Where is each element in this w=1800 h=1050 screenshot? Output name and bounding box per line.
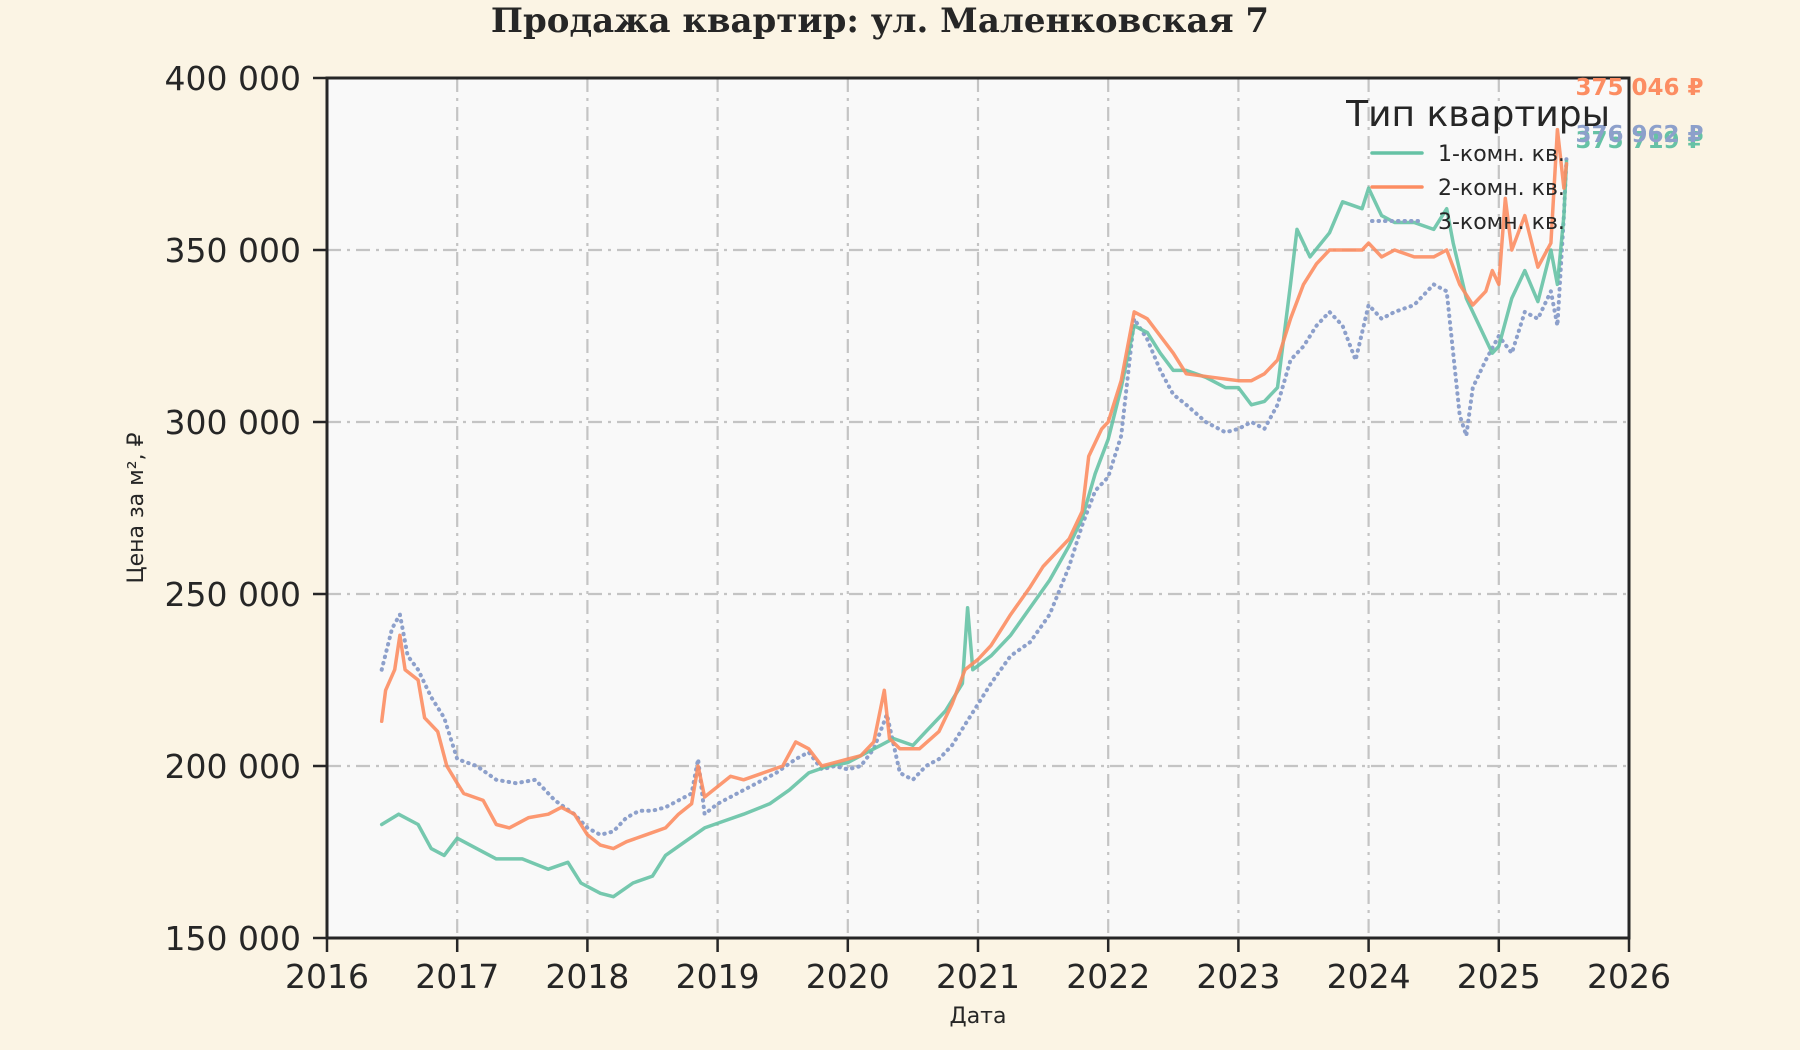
y-tick-label: 350 000 (165, 231, 301, 270)
series-line-2 (379, 127, 1569, 851)
end-value-label-3: 376 962 ₽ (1575, 122, 1703, 148)
x-tick-label: 2020 (806, 957, 890, 996)
x-tick-label: 2022 (1066, 957, 1150, 996)
x-tick-label: 2025 (1457, 957, 1541, 996)
y-tick-label: 300 000 (165, 403, 301, 442)
ticks: 2016 2017 2018 2019 2020 2021 2022 2023 2024 2025… (165, 59, 1671, 996)
legend-label-3: 3-комн. кв. (1438, 210, 1565, 235)
legend-label-1: 1-комн. кв. (1438, 142, 1565, 167)
x-tick-label: 2024 (1327, 957, 1411, 996)
x-tick-label: 2018 (545, 957, 629, 996)
legend-label-2: 2-комн. кв. (1438, 176, 1565, 201)
y-tick-label: 400 000 (165, 59, 301, 98)
end-labels: 375 719 ₽ 375 046 ₽ 376 962 ₽ (1575, 75, 1703, 154)
end-value-label-1: 375 719 ₽ (1575, 128, 1703, 154)
x-tick-label: 2021 (936, 957, 1020, 996)
chart-title: Продажа квартир: ул. Маленковская 7 (491, 1, 1269, 41)
y-tick-label: 250 000 (165, 575, 301, 614)
end-value-label-2: 375 046 ₽ (1575, 75, 1703, 101)
y-tick-label: 200 000 (165, 747, 301, 786)
x-tick-label: 2019 (676, 957, 760, 996)
x-axis-label: Дата (950, 1004, 1007, 1029)
x-tick-label: 2023 (1196, 957, 1280, 996)
legend: Тип квартиры 1-комн. кв. 2-комн. кв. 3-ком… (1345, 94, 1610, 235)
series-line-3 (379, 155, 1569, 837)
series-layer (379, 127, 1569, 899)
x-tick-label: 2026 (1587, 957, 1671, 996)
x-tick-label: 2017 (415, 957, 499, 996)
series-line-1 (379, 159, 1569, 899)
x-tick-label: 2016 (285, 957, 369, 996)
y-tick-label: 150 000 (165, 919, 301, 958)
grid (327, 78, 1629, 938)
y-axis-label: Цена за м², ₽ (124, 432, 149, 583)
legend-title: Тип квартиры (1345, 94, 1610, 135)
